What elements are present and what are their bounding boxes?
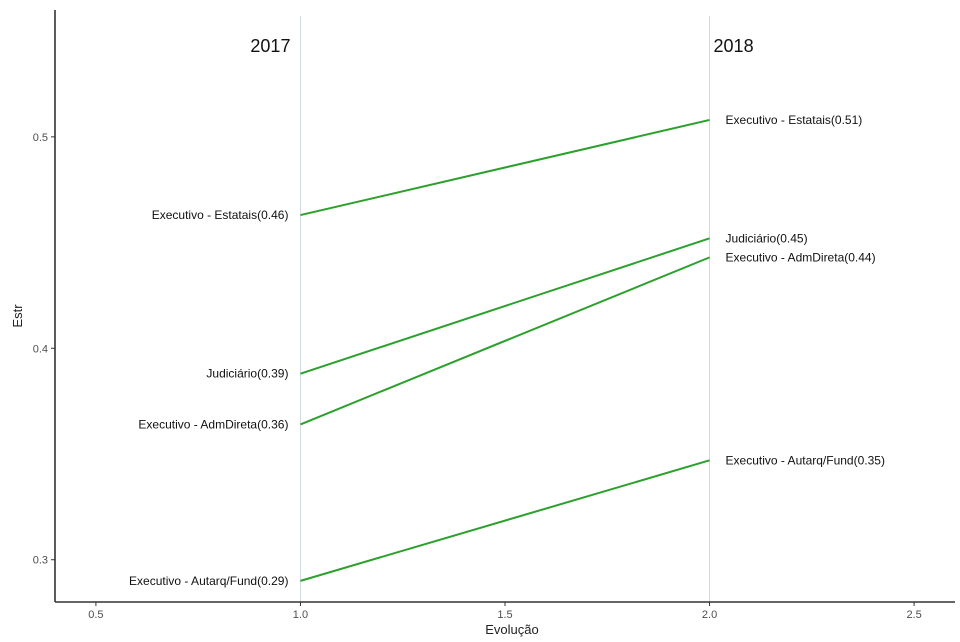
x-tick-label: 0.5: [88, 609, 103, 621]
label-2018-executivo-autarq-fund: Executivo - Autarq/Fund(0.35): [726, 453, 885, 467]
x-tick-label: 2.5: [906, 609, 921, 621]
year-label-2018: 2018: [714, 36, 754, 56]
x-tick-label: 1.0: [293, 609, 308, 621]
series-line-executivo-estatais: [300, 118, 710, 217]
label-2018-executivo-estatais: Executivo - Estatais(0.51): [726, 113, 863, 127]
year-reference-lines: [299, 16, 711, 602]
series-line-judici-rio: [300, 237, 710, 375]
label-2017-executivo-estatais: Executivo - Estatais(0.46): [152, 208, 289, 222]
label-2017-judici-rio: Judiciário(0.39): [206, 367, 288, 381]
series-line-executivo-autarq-fund: [300, 459, 710, 582]
y-tick-label: 0.5: [33, 132, 48, 144]
x-axis-title: Evolução: [485, 622, 538, 637]
y-axis-title: Estr: [10, 304, 25, 328]
point-labels: Executivo - Estatais(0.46) Executivo - Es…: [129, 113, 885, 588]
year-labels: 2017 2018: [250, 36, 753, 56]
label-2017-executivo-admdireta: Executivo - AdmDireta(0.36): [138, 417, 288, 431]
y-tick-label: 0.3: [33, 555, 48, 567]
year-label-2017: 2017: [250, 36, 290, 56]
series-line-executivo-admdireta: [300, 256, 710, 426]
series-lines: [300, 118, 710, 582]
axis-ticks: 0.5 1.0 1.5 2.0 2.5 0.3 0.4 0.5: [33, 132, 922, 621]
label-2017-executivo-autarq-fund: Executivo - Autarq/Fund(0.29): [129, 574, 288, 588]
y-tick-label: 0.4: [33, 343, 48, 355]
label-2018-executivo-admdireta: Executivo - AdmDireta(0.44): [726, 250, 876, 264]
x-tick-label: 2.0: [702, 609, 717, 621]
label-2018-judici-rio: Judiciário(0.45): [726, 231, 808, 245]
x-tick-label: 1.5: [497, 609, 512, 621]
